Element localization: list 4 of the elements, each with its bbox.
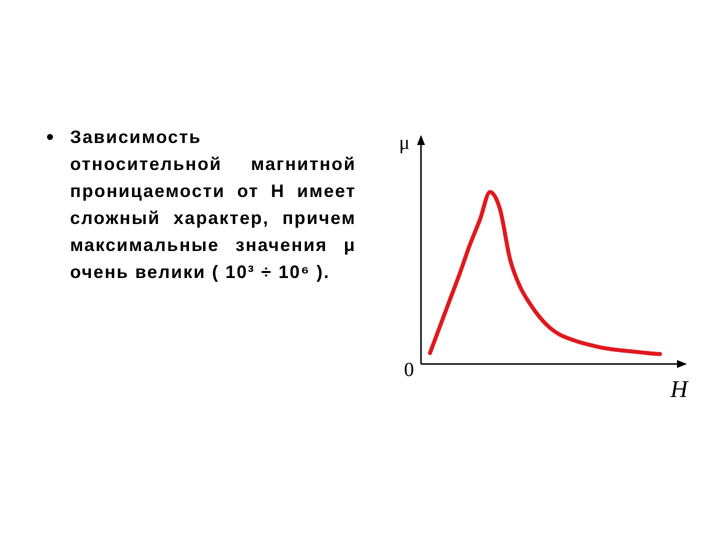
text: 0: [404, 359, 414, 381]
y-axis-title: μ: [399, 132, 410, 154]
x-axis-title: H: [669, 377, 690, 403]
text: Зависимость относительной магнитной проницаемости от H имеет сложный характер, причем максимальные значения μ очень велики ( 10³ ÷ 10⁶ ).: [70, 127, 356, 282]
